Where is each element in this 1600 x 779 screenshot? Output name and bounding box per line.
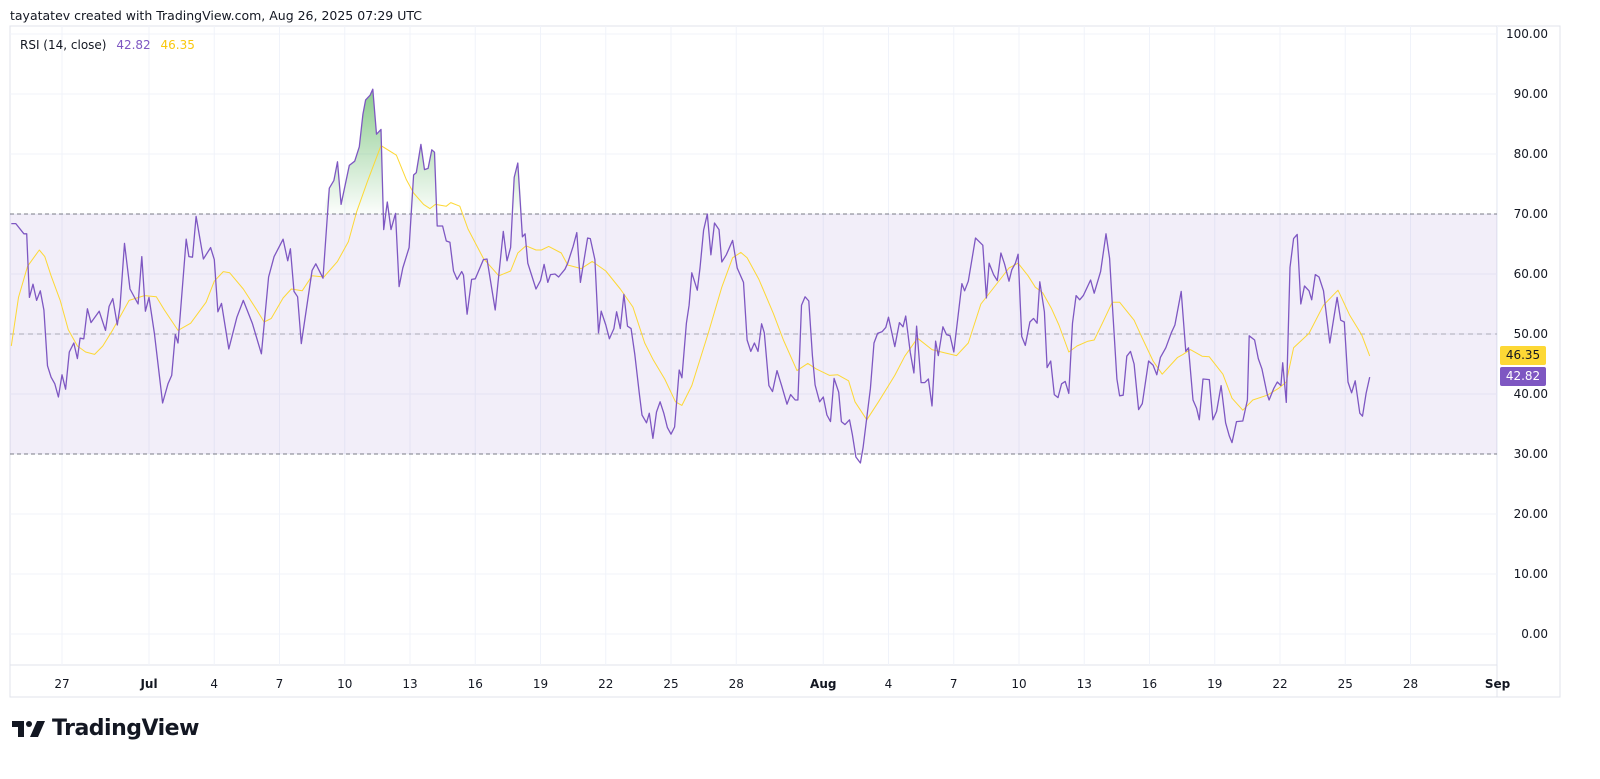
tradingview-logo-icon bbox=[12, 720, 45, 737]
series-group bbox=[10, 88, 1371, 464]
y-tick-label: 60.00 bbox=[1514, 267, 1548, 281]
x-tick-label: 25 bbox=[1338, 677, 1353, 691]
x-tick-label: 27 bbox=[54, 677, 69, 691]
y-tick-label: 100.00 bbox=[1506, 27, 1548, 41]
x-tick-label: 10 bbox=[337, 677, 352, 691]
y-tick-label: 70.00 bbox=[1514, 207, 1548, 221]
ma-line bbox=[10, 145, 1371, 421]
y-tick-label: 80.00 bbox=[1514, 147, 1548, 161]
x-tick-label: 13 bbox=[1077, 677, 1092, 691]
legend-indicator-label: RSI (14, close) bbox=[20, 38, 107, 52]
x-tick-label: 13 bbox=[402, 677, 417, 691]
chart-frame bbox=[9, 25, 1561, 698]
x-tick-label: 22 bbox=[598, 677, 613, 691]
y-tick-label: 40.00 bbox=[1514, 387, 1548, 401]
ma-price-badge: 46.35 bbox=[1500, 346, 1546, 365]
y-tick-label: 90.00 bbox=[1514, 87, 1548, 101]
x-tick-label: 19 bbox=[533, 677, 548, 691]
x-tick-label: 10 bbox=[1011, 677, 1026, 691]
x-tick-label: 25 bbox=[663, 677, 678, 691]
x-tick-label: 16 bbox=[1142, 677, 1157, 691]
tradingview-logo[interactable]: TradingView bbox=[12, 716, 199, 741]
overbought-fill bbox=[11, 89, 1370, 214]
x-tick-label: Jul bbox=[139, 677, 157, 691]
tradingview-logo-text: TradingView bbox=[52, 716, 199, 741]
y-tick-label: 30.00 bbox=[1514, 447, 1548, 461]
legend-ma-value: 46.35 bbox=[160, 38, 195, 52]
x-tick-label: 7 bbox=[276, 677, 284, 691]
y-tick-label: 20.00 bbox=[1514, 507, 1548, 521]
attribution-header: tayatatev created with TradingView.com, … bbox=[10, 8, 423, 23]
indicator-legend[interactable]: RSI (14, close) 42.82 46.35 bbox=[20, 38, 201, 52]
legend-rsi-value: 42.82 bbox=[116, 38, 151, 52]
x-tick-label: 19 bbox=[1207, 677, 1222, 691]
y-tick-label: 10.00 bbox=[1514, 567, 1548, 581]
x-tick-label: 28 bbox=[1403, 677, 1418, 691]
x-tick-label: Sep bbox=[1485, 677, 1511, 691]
rsi-line bbox=[11, 88, 1371, 464]
x-tick-label: 7 bbox=[950, 677, 958, 691]
x-tick-label: 4 bbox=[210, 677, 218, 691]
x-tick-label: 16 bbox=[468, 677, 483, 691]
y-tick-label: 0.00 bbox=[1521, 627, 1548, 641]
x-tick-label: 28 bbox=[729, 677, 744, 691]
rsi-price-badge: 42.82 bbox=[1500, 367, 1546, 386]
x-tick-label: 22 bbox=[1272, 677, 1287, 691]
x-tick-label: 4 bbox=[885, 677, 893, 691]
y-tick-label: 50.00 bbox=[1514, 327, 1548, 341]
x-tick-label: Aug bbox=[810, 677, 836, 691]
